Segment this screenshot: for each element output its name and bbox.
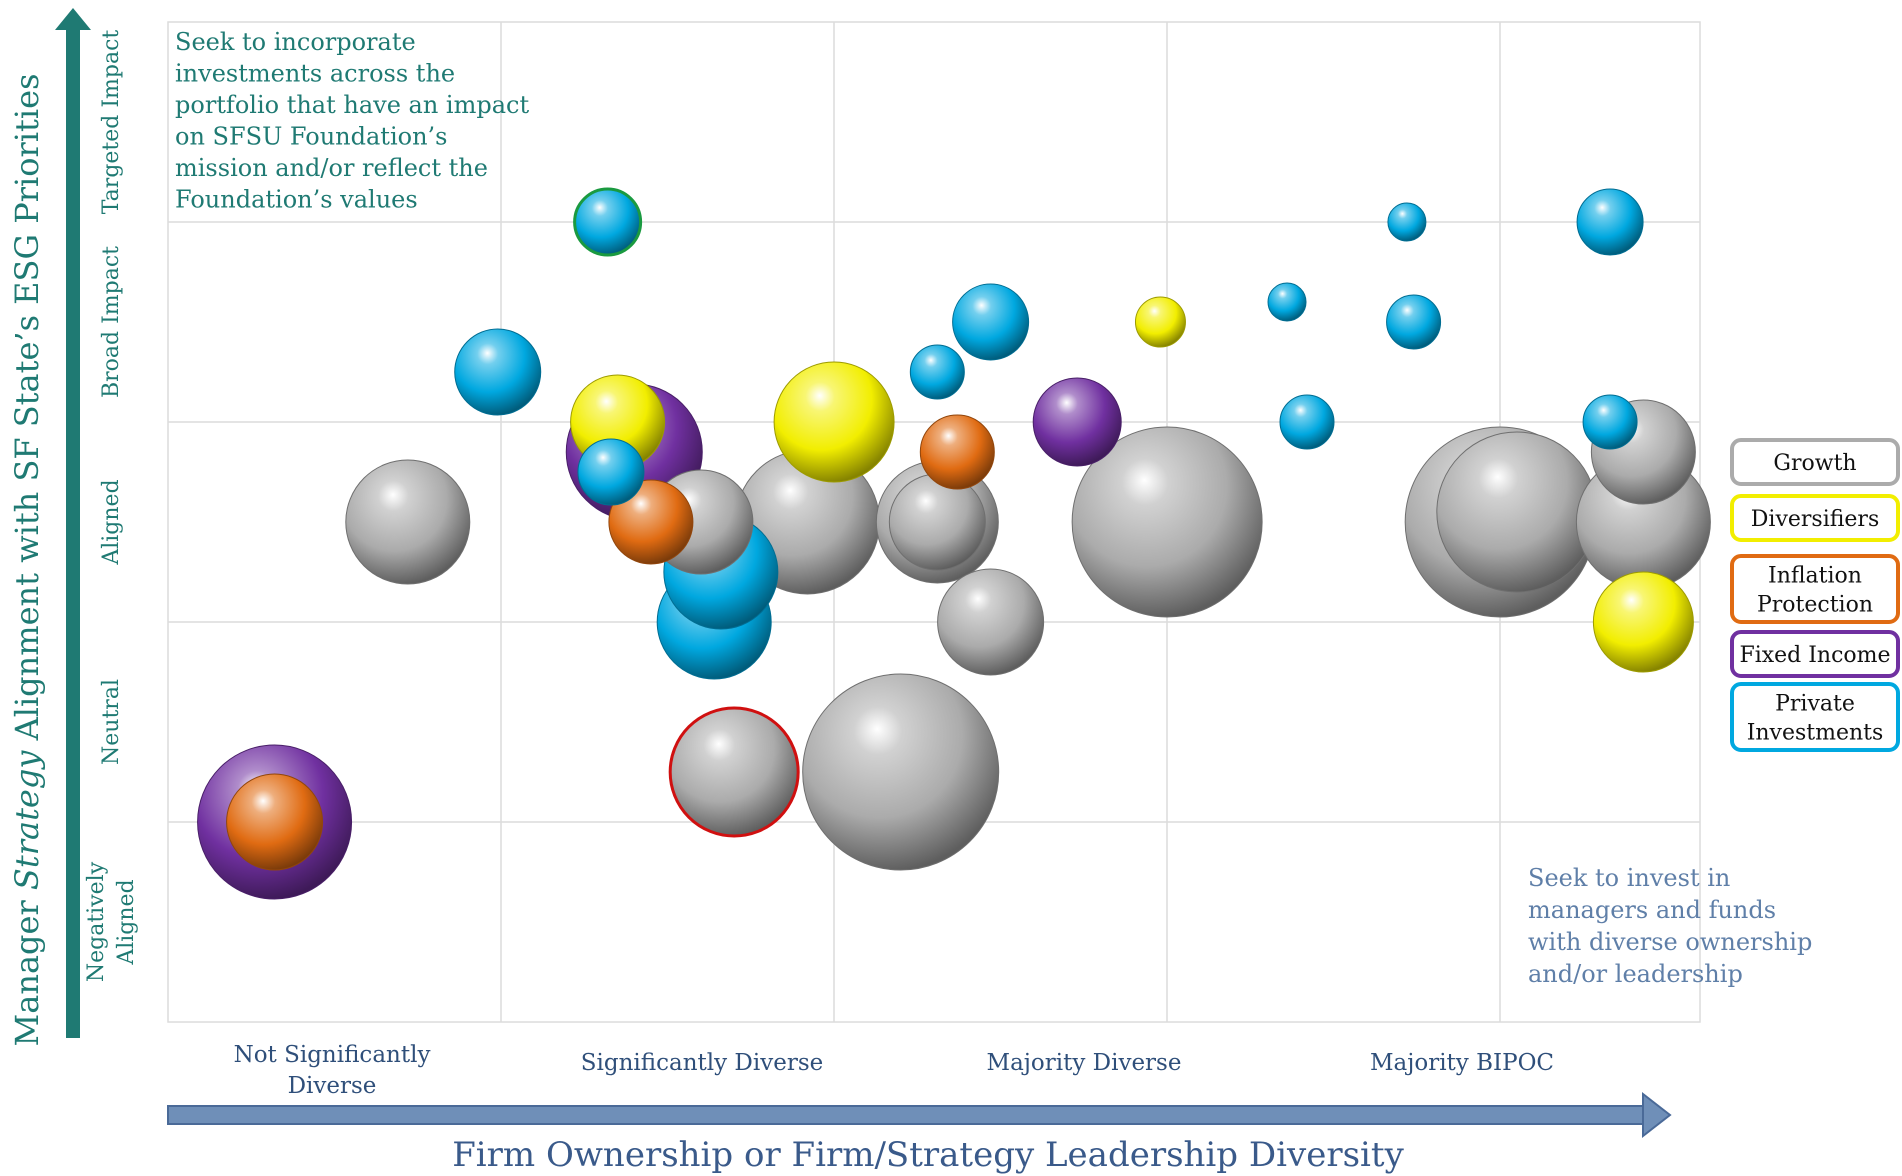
y-axis-title-part: Strategy [8, 750, 46, 890]
y-tick-label-line: Aligned [99, 479, 124, 565]
legend-label: Investments [1747, 721, 1884, 746]
note-bottom-right-line: with diverse ownership [1528, 928, 1812, 956]
legend-label: Growth [1773, 451, 1856, 476]
bubble-growth [1436, 431, 1598, 593]
legend-swatch [1730, 630, 1900, 678]
bubble-private [1279, 394, 1335, 450]
bubble-private [952, 283, 1030, 361]
bubble-diversifiers [1592, 571, 1694, 673]
bubble-private [1576, 188, 1644, 256]
legend-label: Protection [1757, 593, 1873, 618]
bubble-growth [937, 568, 1045, 676]
note-top-left-line: mission and/or reflect the [175, 154, 488, 182]
x-axis-arrow-head [1642, 1091, 1672, 1139]
bubbles [197, 187, 1711, 900]
x-tick-label: Majority BIPOC [1370, 1050, 1554, 1076]
legend-item-fixed-income: Fixed Income [1730, 630, 1900, 678]
bubble-private [1386, 294, 1442, 350]
note-bottom-right-line: managers and funds [1528, 896, 1776, 924]
bubble-fixed-income [1032, 377, 1122, 467]
note-bottom-right-line: and/or leadership [1528, 960, 1743, 988]
bubble-inflation [919, 414, 995, 490]
y-tick-label-line: Neutral [99, 679, 124, 765]
note-top-left-line: portfolio that have an impact [175, 91, 529, 119]
annotations: Seek to incorporate investments across th… [175, 28, 1812, 988]
y-axis-title: Manager Strategy Alignment with SF State… [8, 73, 46, 1046]
grid [167, 21, 1701, 1023]
legend-swatch [1730, 494, 1900, 542]
bubble-diversifiers [773, 361, 895, 483]
bubble-private [1267, 282, 1307, 322]
bubble-private [454, 328, 542, 416]
bubble-growth [1071, 426, 1263, 618]
legend-item-private: Private Investments [1730, 682, 1900, 752]
y-tick-label: Broad Impact [99, 246, 124, 398]
x-tick-label: Not Significantly [234, 1042, 431, 1068]
x-tick-label: Diverse [288, 1073, 377, 1099]
bubble-private [1582, 394, 1638, 450]
legend-item-inflation: Inflation Protection [1730, 554, 1900, 624]
legend-swatch [1730, 682, 1900, 752]
bubble-growth [802, 673, 1000, 871]
legend-swatch [1730, 438, 1900, 486]
y-axis-arrow-shaft [66, 28, 80, 1038]
legend: Growth Diversifiers Inflation Protection Fix… [1730, 438, 1900, 752]
bubble-private [909, 344, 965, 400]
bubble-private [573, 187, 643, 257]
y-tick-label-line: Aligned [114, 879, 139, 965]
y-tick-label-line: Targeted Impact [99, 30, 124, 215]
bubble-private [1387, 202, 1427, 242]
bubble-growth [888, 473, 986, 571]
bubble-diversifiers [1134, 296, 1186, 348]
x-tick-label: Significantly Diverse [581, 1050, 823, 1076]
legend-item-diversifiers: Diversifiers [1730, 494, 1900, 542]
note-bottom-right-line: Seek to invest in [1528, 864, 1730, 892]
y-axis-arrow-head [55, 8, 91, 30]
note-top-left-line: Seek to incorporate [175, 28, 416, 56]
x-axis-title: Firm Ownership or Firm/Strategy Leadersh… [452, 1135, 1404, 1175]
legend-label: Diversifiers [1751, 507, 1879, 532]
bubble-inflation [226, 773, 324, 871]
legend-item-growth: Growth [1730, 438, 1900, 486]
bubble-growth [345, 459, 471, 585]
legend-label: Fixed Income [1739, 643, 1890, 668]
x-tick-label: Majority Diverse [987, 1050, 1182, 1076]
bubble-inflation [608, 479, 694, 565]
bubble-private [577, 438, 645, 506]
y-tick-label: Targeted Impact [99, 30, 124, 215]
bubble-growth [668, 706, 800, 838]
note-top-left-line: investments across the [175, 60, 455, 88]
y-axis-title-part: Manager [8, 890, 46, 1046]
legend-label: Private [1775, 692, 1855, 717]
y-tick-label: Negatively Aligned [84, 861, 139, 982]
y-tick-label-line: Broad Impact [99, 246, 124, 398]
y-axis-title-part: Alignment with SF State’s ESG Priorities [8, 73, 46, 750]
legend-swatch [1730, 554, 1900, 624]
note-top-left-line: on SFSU Foundation’s [175, 123, 447, 151]
note-top-left-line: Foundation’s values [175, 186, 418, 214]
legend-label: Inflation [1768, 564, 1862, 589]
y-tick-label: Aligned [99, 479, 124, 565]
y-tick-label-line: Negatively [84, 861, 109, 982]
y-tick-label: Neutral [99, 679, 124, 765]
x-axis-arrow-shaft [167, 1105, 1644, 1125]
